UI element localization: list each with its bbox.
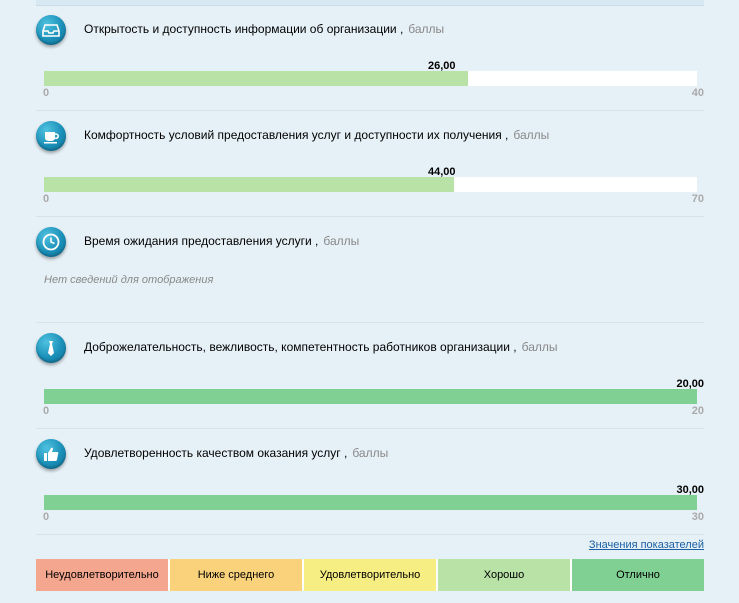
indicator-unit: баллы bbox=[323, 234, 360, 248]
axis-max-label: 30 bbox=[691, 511, 704, 523]
indicator-section-waiting-time: Время ожидания предоставления услуги , ба… bbox=[36, 217, 704, 323]
indicator-title-text: Доброжелательность, вежливость, компетен… bbox=[84, 340, 517, 354]
thumbs-up-icon bbox=[36, 439, 66, 469]
indicator-unit: баллы bbox=[352, 446, 389, 460]
score-bar-fill bbox=[44, 71, 469, 86]
rating-legend: Неудовлетворительно Ниже среднего Удовле… bbox=[36, 559, 704, 591]
indicator-title-text: Открытость и доступность информации об о… bbox=[84, 22, 404, 36]
score-bar bbox=[44, 71, 697, 86]
indicator-title: Комфортность условий предоставления услу… bbox=[84, 128, 549, 142]
axis-min-label: 0 bbox=[43, 511, 50, 523]
indicator-values-link[interactable]: Значения показателей bbox=[588, 539, 704, 551]
coffee-cup-icon bbox=[36, 121, 66, 151]
bar-value-label: 26,00 bbox=[428, 60, 456, 72]
indicator-section-comfort: Комфортность условий предоставления услу… bbox=[36, 111, 704, 217]
axis-max-label: 70 bbox=[691, 193, 704, 205]
axis-max-label: 40 bbox=[691, 87, 704, 99]
axis-max-label: 20 bbox=[691, 405, 704, 417]
legend-item-satisfactory: Удовлетворительно bbox=[304, 559, 438, 591]
indicator-unit: баллы bbox=[521, 340, 558, 354]
score-bar bbox=[44, 495, 697, 510]
indicator-title: Время ожидания предоставления услуги , ба… bbox=[84, 234, 359, 248]
indicator-section-politeness: Доброжелательность, вежливость, компетен… bbox=[36, 323, 704, 429]
top-panel-edge bbox=[36, 0, 704, 6]
legend-item-good: Хорошо bbox=[438, 559, 572, 591]
indicator-title: Открытость и доступность информации об о… bbox=[84, 22, 444, 36]
indicator-section-openness: Открытость и доступность информации об о… bbox=[36, 5, 704, 111]
no-data-message: Нет сведений для отображения bbox=[44, 274, 214, 286]
score-bar-fill bbox=[44, 177, 455, 192]
indicator-section-satisfaction: Удовлетворенность качеством оказания усл… bbox=[36, 429, 704, 535]
indicator-unit: баллы bbox=[513, 128, 550, 142]
legend-item-unsatisfactory: Неудовлетворительно bbox=[36, 559, 170, 591]
legend-item-excellent: Отлично bbox=[572, 559, 704, 591]
score-bar bbox=[44, 389, 697, 404]
axis-min-label: 0 bbox=[43, 193, 50, 205]
legend-item-below-average: Ниже среднего bbox=[170, 559, 304, 591]
indicator-title-text: Комфортность условий предоставления услу… bbox=[84, 128, 509, 142]
clock-icon bbox=[36, 227, 66, 257]
indicator-title: Удовлетворенность качеством оказания усл… bbox=[84, 446, 388, 460]
necktie-icon bbox=[36, 333, 66, 363]
indicator-title: Доброжелательность, вежливость, компетен… bbox=[84, 340, 558, 354]
score-bar bbox=[44, 177, 697, 192]
indicator-unit: баллы bbox=[408, 22, 445, 36]
axis-min-label: 0 bbox=[43, 87, 50, 99]
bar-value-label: 20,00 bbox=[676, 378, 704, 390]
bar-value-label: 30,00 bbox=[676, 484, 704, 496]
score-bar-fill bbox=[44, 389, 697, 404]
indicator-title-text: Удовлетворенность качеством оказания усл… bbox=[84, 446, 348, 460]
score-bar-fill bbox=[44, 495, 697, 510]
inbox-tray-icon bbox=[36, 15, 66, 45]
bar-value-label: 44,00 bbox=[428, 166, 456, 178]
indicator-title-text: Время ожидания предоставления услуги , bbox=[84, 234, 319, 248]
axis-min-label: 0 bbox=[43, 405, 50, 417]
